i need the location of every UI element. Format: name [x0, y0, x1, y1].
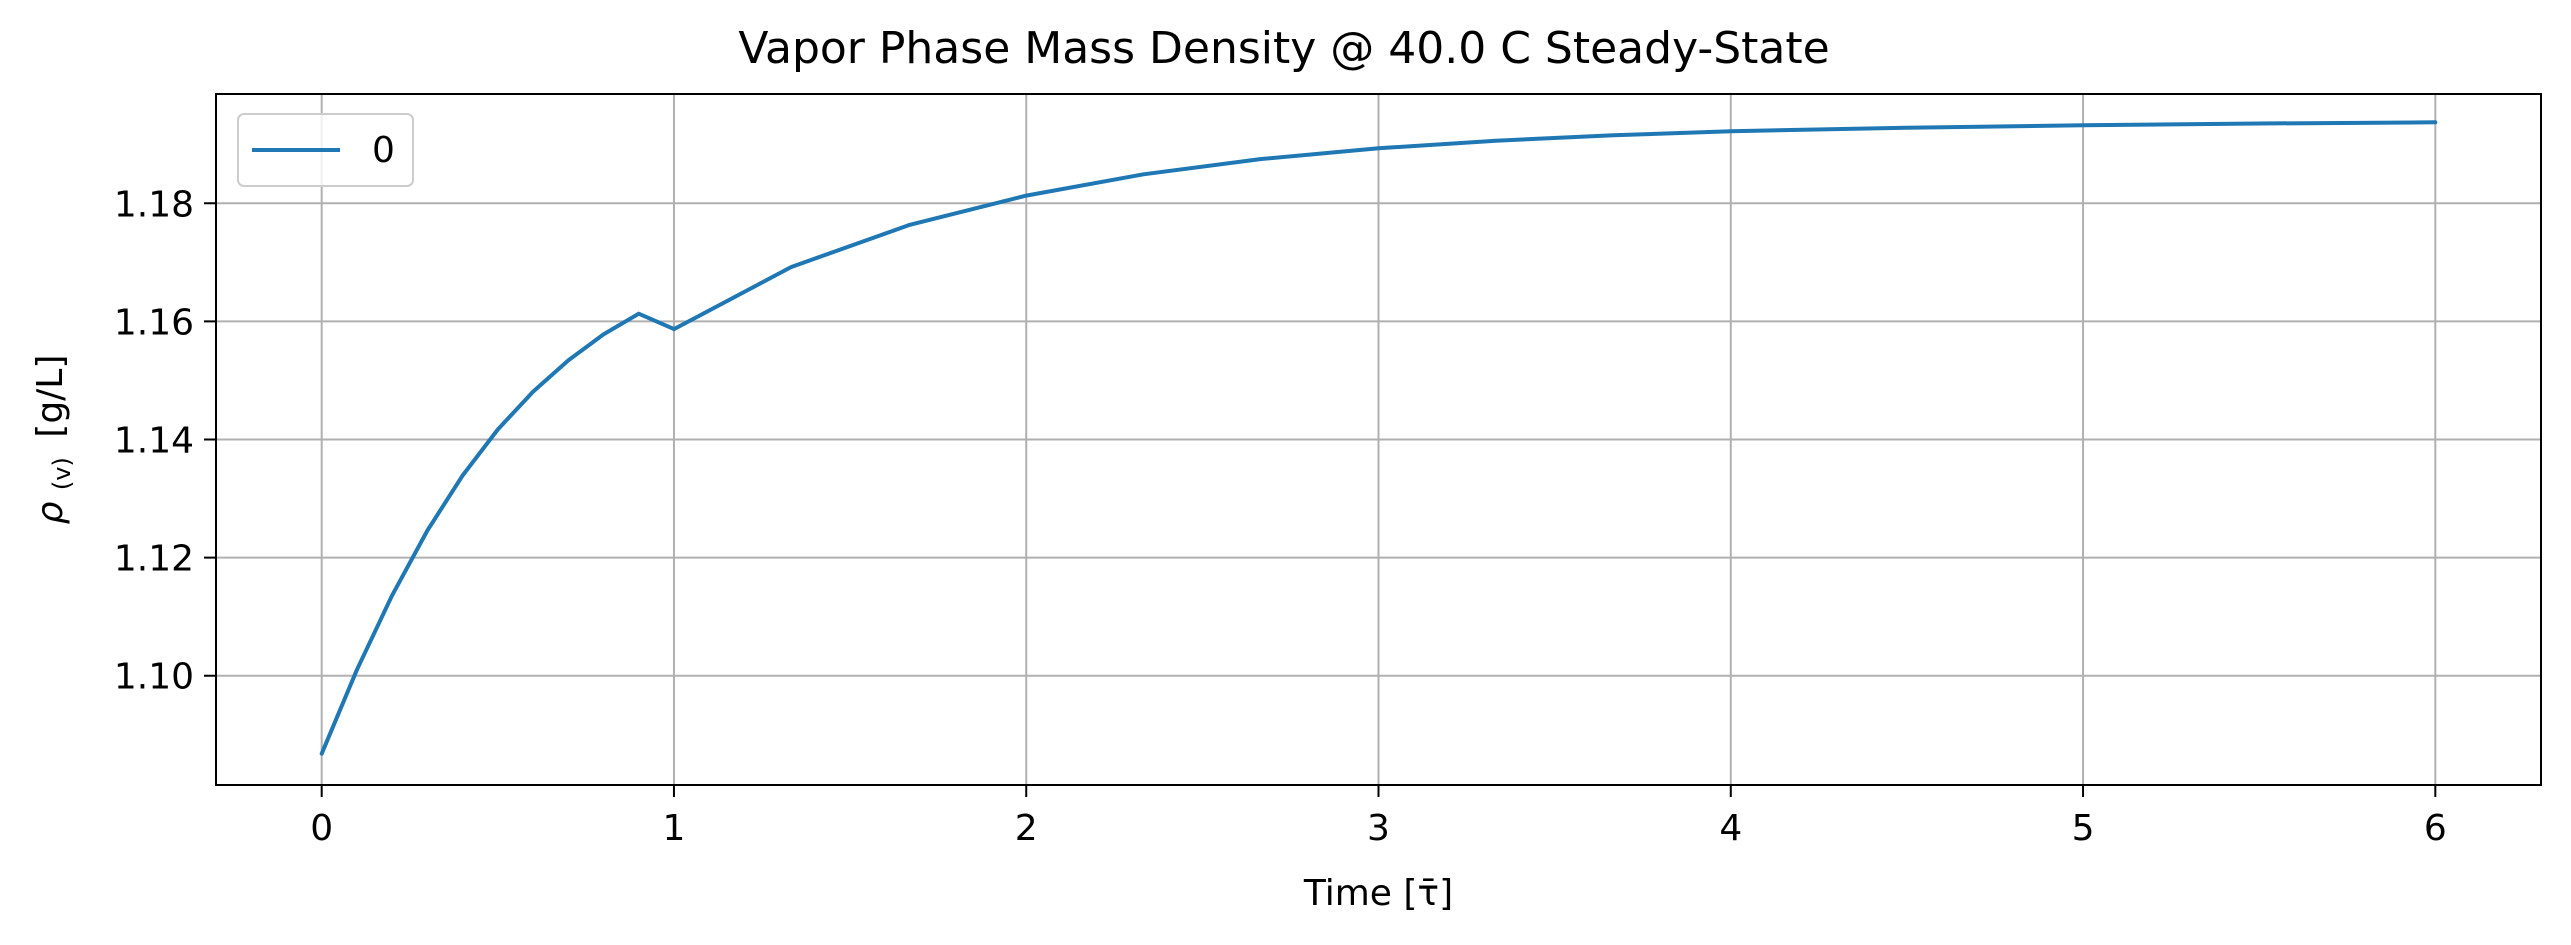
x-tick-label: 4: [1719, 808, 1742, 849]
y-tick-label: 1.12: [114, 539, 194, 580]
x-tick-label: 5: [2072, 808, 2095, 849]
x-tick-label: 1: [663, 808, 686, 849]
x-tick-label: 6: [2424, 808, 2447, 849]
y-tick-label: 1.14: [114, 421, 194, 462]
y-axis-subscript: (v): [48, 457, 76, 490]
axis-ticks: 0 1 2 3 4 5 6 1.10 1.12 1.14 1.16 1.18: [114, 184, 2447, 849]
x-tick-label: 0: [310, 808, 333, 849]
x-axis-label: Time [τ̄]: [1303, 873, 1453, 914]
series-line-0: [319, 120, 2438, 756]
y-axis-symbol: ρ: [30, 501, 71, 524]
y-axis-unit: [g/L]: [30, 355, 71, 438]
x-tick-label: 3: [1367, 808, 1390, 849]
grid-lines: [216, 94, 2541, 785]
y-tick-label: 1.10: [114, 657, 194, 698]
chart-title: Vapor Phase Mass Density @ 40.0 C Steady…: [738, 23, 1829, 74]
x-tick-label: 2: [1015, 808, 1038, 849]
series-layer: [319, 120, 2438, 756]
y-tick-label: 1.18: [114, 184, 194, 225]
legend-label-series-0: 0: [372, 130, 395, 171]
legend: 0: [237, 113, 414, 187]
y-tick-label: 1.16: [114, 302, 194, 343]
y-axis-label: ρ (v) [g/L]: [30, 355, 79, 525]
